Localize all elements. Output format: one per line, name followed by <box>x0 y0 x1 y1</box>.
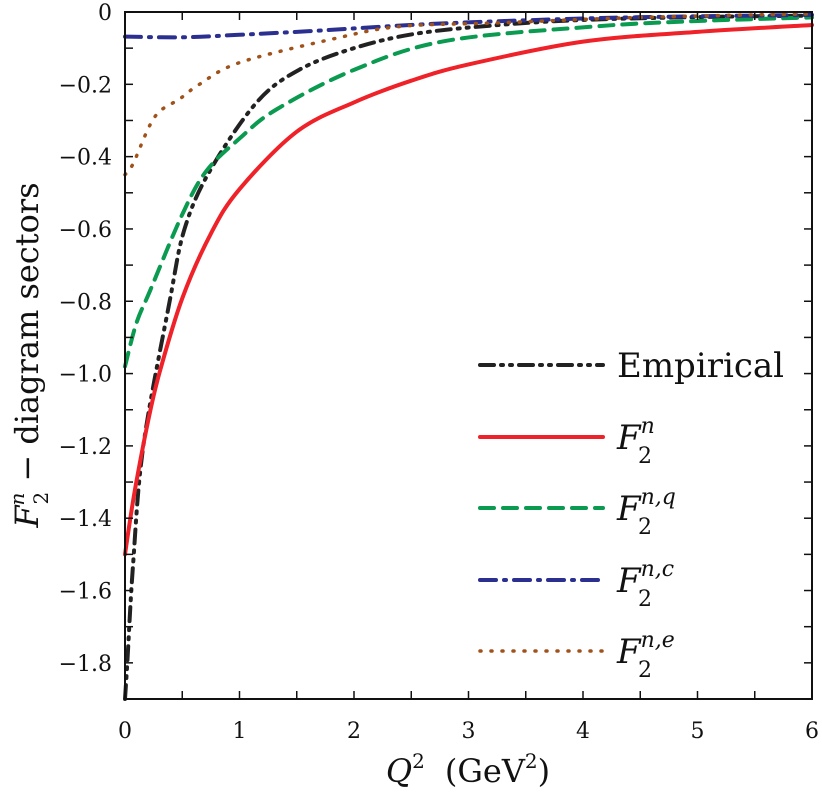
y-axis-label: Fn2 − diagram sectors <box>5 182 53 528</box>
x-axis-label-sup: 2 <box>412 749 425 773</box>
series-line-0 <box>123 13 814 701</box>
legend-label: Fn,e 2 <box>616 628 675 683</box>
curves <box>123 12 814 701</box>
series-line-1 <box>123 23 814 557</box>
y-axis-label-rest: − diagram sectors <box>8 182 46 491</box>
x-axis-label-unit-close: ) <box>538 752 550 790</box>
legend-label-sub: 2 <box>638 658 652 683</box>
y-tick-label: −1.8 <box>59 652 112 677</box>
y-tick-label: −1.4 <box>59 507 112 532</box>
ticks: 0 1 2 3 4 5 6 0 −0.2 −0.4 −0.6 −0.8 −1.0 −1.2 −1.4 −1.6… <box>59 1 819 744</box>
legend-label-main: F <box>616 489 642 529</box>
legend-label-main: F <box>616 418 642 458</box>
legend-label-sub: 2 <box>638 587 652 612</box>
legend-label: Empirical <box>617 346 784 386</box>
x-tick-label: 6 <box>805 719 819 744</box>
y-axis-label-main: F <box>8 504 46 529</box>
x-tick-label: 1 <box>233 719 247 744</box>
legend-label-sub: 2 <box>638 444 652 469</box>
x-tick-label: 2 <box>347 719 361 744</box>
y-tick-label: −1.6 <box>59 580 112 605</box>
y-tick-label: −0.8 <box>59 290 112 315</box>
legend-label-main: F <box>616 632 642 672</box>
legend-label-sup: n,e <box>641 628 675 653</box>
y-tick-label: −0.6 <box>59 218 112 243</box>
y-tick-label: −1.2 <box>59 435 112 460</box>
x-axis-label: Q2 (GeV2) <box>386 749 550 790</box>
y-tick-label: −0.2 <box>59 73 112 98</box>
legend-label: Fn,c 2 <box>616 557 674 612</box>
x-tick-label: 4 <box>576 719 590 744</box>
legend-label-sub: 2 <box>638 515 652 540</box>
y-tick-label: −0.4 <box>59 146 112 171</box>
x-tick-label: 3 <box>462 719 476 744</box>
legend-label-sup: n <box>641 414 655 439</box>
legend-label: Fn 2 <box>616 414 655 469</box>
x-axis-label-unit-sup: 2 <box>525 749 538 773</box>
y-axis-label-sup: n <box>5 493 29 506</box>
legend-label-main: F <box>616 561 642 601</box>
x-tick-label: 5 <box>691 719 705 744</box>
x-tick-label: 0 <box>118 719 132 744</box>
series-line-2 <box>123 15 814 369</box>
legend-label-sup: n,c <box>641 557 674 582</box>
y-axis-label-sub: 2 <box>29 492 53 505</box>
legend-label: Fn,q 2 <box>616 485 676 540</box>
x-axis-label-unit: (GeV <box>445 752 526 790</box>
x-axis-label-main: Q <box>386 752 412 790</box>
legend-label-sup: n,q <box>641 485 676 510</box>
y-tick-label: 0 <box>98 1 112 26</box>
series-line-4 <box>123 12 814 177</box>
y-tick-label: −1.0 <box>59 363 112 388</box>
